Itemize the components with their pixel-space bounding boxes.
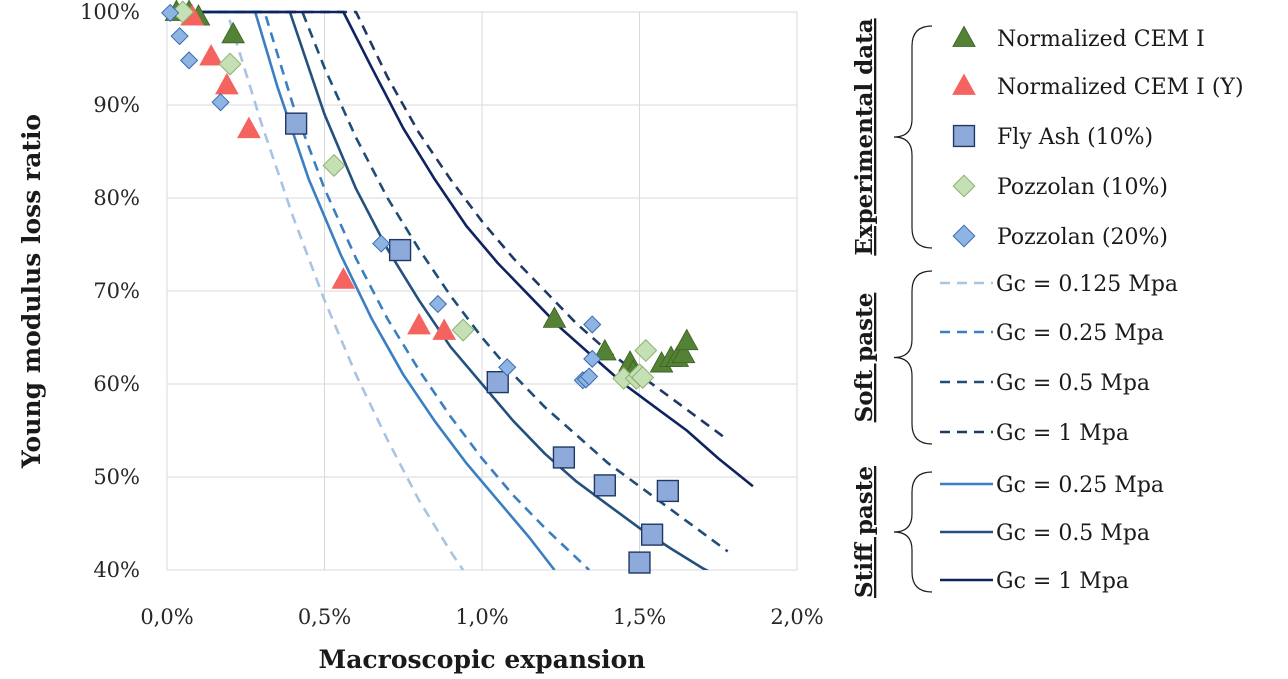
- normalized-cem-i-point: [221, 21, 245, 44]
- stiff-paste-curve: [167, 10, 710, 570]
- legend-marker: [952, 25, 976, 47]
- normalized-cem-i-point: [593, 338, 617, 361]
- fly-ash-10-point: [593, 474, 616, 497]
- pozzolan-20-point: [428, 294, 448, 314]
- legend-brace: [893, 270, 933, 445]
- soft-paste-curve: [167, 10, 729, 553]
- x-tick-label: 2,0%: [770, 605, 823, 629]
- pozzolan-20-point: [179, 51, 199, 70]
- fly-ash-10-point: [628, 551, 651, 574]
- pozzolan-10-point: [451, 318, 475, 342]
- normalized-cem-i-y-point: [237, 116, 261, 139]
- soft-paste-curve: [167, 10, 729, 441]
- x-axis-title: Macroscopic expansion: [319, 645, 646, 674]
- experimental-markers: [161, 0, 699, 574]
- grid: [166, 11, 798, 571]
- normalized-cem-i-y-point: [407, 312, 431, 335]
- legend-label: Pozzolan (10%): [997, 175, 1168, 200]
- y-tick-label: 70%: [93, 279, 140, 303]
- y-tick-label: 50%: [93, 465, 140, 489]
- y-tick-label: 40%: [93, 558, 140, 582]
- legend-label: Normalized CEM I: [997, 27, 1205, 52]
- pozzolan-10-point: [218, 52, 242, 76]
- legend: Normalized CEM I Normalized CEM I (Y) Fly …: [851, 18, 1244, 598]
- fly-ash-10-point: [552, 446, 576, 469]
- y-tick-label: 90%: [93, 93, 140, 117]
- y-tick-label: 60%: [93, 372, 140, 396]
- y-axis-title: Young modulus loss ratio: [17, 114, 46, 469]
- soft-paste-curve: [167, 10, 591, 570]
- legend-label: Normalized CEM I (Y): [997, 75, 1244, 100]
- legend-marker: [952, 124, 976, 148]
- legend-brace: [893, 471, 933, 593]
- axis-ticks: 0,0% 0,5% 1,0% 1,5% 2,0% 40% 50% 60% 70% 80% 90% 10…: [80, 0, 824, 629]
- pozzolan-20-point: [583, 349, 602, 368]
- x-tick-label: 1,0%: [455, 605, 508, 629]
- normalized-cem-i-y-point: [199, 44, 223, 66]
- x-tick-label: 1,5%: [613, 605, 666, 629]
- pozzolan-20-point: [498, 358, 517, 377]
- legend-brace: [893, 25, 933, 249]
- x-tick-label: 0,0%: [140, 605, 193, 629]
- legend-label: Gc = 0.25 Mpa: [996, 321, 1164, 346]
- soft-paste-curve: [167, 10, 465, 570]
- stiff-paste-curve: [167, 10, 754, 488]
- legend-label: Gc = 1 Mpa: [996, 569, 1129, 594]
- legend-label: Pozzolan (20%): [997, 225, 1168, 250]
- normalized-cem-i-point: [542, 306, 567, 328]
- x-tick-label: 0,5%: [298, 605, 351, 629]
- legend-marker: [952, 73, 976, 95]
- pozzolan-20-point: [579, 367, 599, 386]
- normalized-cem-i-point: [674, 328, 699, 351]
- legend-label: Gc = 0.125 Mpa: [996, 272, 1178, 297]
- legend-label: Gc = 0.5 Mpa: [996, 371, 1150, 396]
- model-curves: [167, 10, 754, 570]
- legend-label: Gc = 0.5 Mpa: [996, 521, 1150, 546]
- fly-ash-10-point: [388, 238, 412, 262]
- fly-ash-10-point: [285, 112, 308, 135]
- pozzolan-20-point: [372, 234, 391, 253]
- pozzolan-10-point: [322, 153, 346, 177]
- normalized-cem-i-y-point: [215, 72, 239, 95]
- legend-marker: [952, 174, 976, 198]
- legend-group-title: Experimental data: [851, 18, 878, 255]
- normalized-cem-i-point: [671, 341, 696, 364]
- y-tick-label: 80%: [93, 186, 140, 210]
- pozzolan-20-point: [211, 93, 230, 112]
- pozzolan-10-point: [634, 339, 658, 363]
- legend-group-title: Soft paste: [851, 293, 878, 423]
- stiff-paste-curve: [167, 10, 556, 570]
- legend-label: Fly Ash (10%): [997, 125, 1153, 150]
- legend-label: Gc = 1 Mpa: [996, 421, 1129, 446]
- legend-label: Gc = 0.25 Mpa: [996, 473, 1164, 498]
- y-tick-label: 100%: [80, 0, 140, 24]
- pozzolan-10-point: [631, 365, 655, 389]
- fly-ash-10-point: [640, 523, 664, 546]
- pozzolan-20-point: [170, 27, 189, 46]
- normalized-cem-i-y-point: [432, 318, 457, 340]
- pozzolan-20-point: [583, 315, 602, 334]
- pozzolan-10-point: [171, 0, 195, 24]
- legend-marker: [952, 224, 976, 248]
- pozzolan-20-point: [161, 3, 180, 23]
- fly-ash-10-point: [656, 479, 679, 503]
- fly-ash-10-point: [486, 371, 509, 394]
- normalized-cem-i-y-point: [331, 267, 356, 289]
- legend-group-title: Stiff paste: [851, 466, 878, 598]
